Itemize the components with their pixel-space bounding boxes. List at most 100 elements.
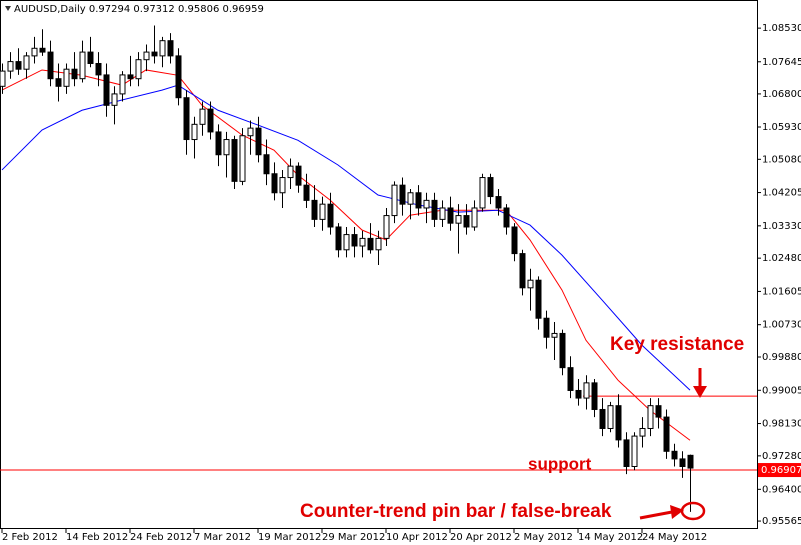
- candle-body: [231, 139, 238, 182]
- candle-body: [87, 51, 94, 64]
- candle-body: [543, 317, 550, 338]
- candle-body: [535, 279, 542, 319]
- candle-body: [47, 51, 54, 80]
- candle-body: [423, 199, 430, 209]
- x-tick-label: 24 May 2012: [642, 532, 707, 543]
- pin-bar-note: Counter-trend pin bar / false-break: [300, 501, 612, 522]
- candle-body: [135, 59, 142, 80]
- symbol-icon: [5, 6, 11, 11]
- candle-body: [415, 192, 422, 209]
- candle-body: [111, 93, 118, 106]
- candle-body: [39, 47, 46, 53]
- candle-body: [447, 207, 454, 224]
- candle-body: [215, 131, 222, 156]
- y-tick-label: 1.03330: [762, 221, 801, 232]
- candle-body: [311, 199, 318, 220]
- candle-body: [631, 435, 638, 468]
- candle-body: [287, 165, 294, 179]
- candle-body: [567, 367, 574, 391]
- candle-body: [15, 61, 22, 70]
- candle-body: [503, 207, 510, 228]
- arrow-shaft: [639, 510, 673, 520]
- candle-body: [319, 203, 326, 220]
- candle-body: [103, 74, 110, 106]
- x-tick-label: 2 Feb 2012: [2, 532, 58, 543]
- y-tick-label: 1.04205: [762, 188, 801, 199]
- pin-bar-circle: [680, 501, 706, 521]
- candle-body: [487, 177, 494, 198]
- candle-body: [79, 51, 86, 80]
- candle-body: [263, 154, 270, 175]
- candle-body: [0, 70, 6, 87]
- candle-body: [527, 279, 534, 289]
- candle-body: [335, 226, 342, 251]
- arrow-head: [693, 386, 707, 398]
- candle-body: [239, 135, 246, 182]
- candle-body: [591, 382, 598, 410]
- candle-body: [375, 237, 382, 251]
- candle-body: [159, 40, 166, 57]
- candle-body: [343, 234, 350, 251]
- candle-body: [55, 78, 62, 87]
- candle-body: [463, 215, 470, 228]
- candle-body: [183, 97, 190, 141]
- x-tick-label: 7 Mar 2012: [194, 532, 251, 543]
- candle-body: [71, 68, 78, 80]
- candle-body: [623, 439, 630, 468]
- support-note: support: [528, 454, 592, 473]
- candle-body: [199, 108, 206, 125]
- x-tick-label: 29 Mar 2012: [322, 532, 385, 543]
- candle-body: [439, 207, 446, 220]
- candle-body: [383, 215, 390, 239]
- arrow-head: [670, 505, 684, 519]
- x-tick-label: 19 Mar 2012: [258, 532, 321, 543]
- chart-title: AUDUSD,Daily 0.97294 0.97312 0.95806 0.9…: [14, 4, 264, 15]
- candle-body: [663, 416, 670, 452]
- candle-body: [575, 389, 582, 399]
- candle-body: [367, 237, 374, 251]
- candle-body: [7, 61, 14, 72]
- candle-body: [511, 226, 518, 255]
- candle-body: [647, 405, 654, 429]
- x-tick-label: 24 Feb 2012: [130, 532, 192, 543]
- y-tick-label: 0.96400: [762, 484, 801, 495]
- candle-body: [271, 173, 278, 194]
- candle-body: [607, 405, 614, 429]
- candle-body: [351, 234, 358, 247]
- price-label: 0.96907: [761, 465, 801, 476]
- candle-body: [615, 405, 622, 441]
- y-tick-label: 1.05930: [762, 122, 801, 133]
- y-tick-label: 1.01605: [762, 286, 801, 297]
- candle-body: [391, 184, 398, 217]
- candle-body: [303, 184, 310, 201]
- candle-body: [255, 127, 262, 156]
- candle-body: [583, 382, 590, 399]
- x-tick-label: 10 Apr 2012: [386, 532, 448, 543]
- y-tick-label: 0.98130: [762, 419, 801, 430]
- candle-body: [455, 215, 462, 224]
- y-tick-label: 0.97280: [762, 451, 801, 462]
- y-tick-label: 1.08530: [762, 23, 801, 34]
- y-tick-label: 0.95565: [762, 516, 801, 527]
- x-tick-label: 20 Apr 2012: [450, 532, 512, 543]
- y-tick-label: 1.05080: [762, 154, 801, 165]
- candle-body: [559, 332, 566, 369]
- candle-body: [639, 427, 646, 437]
- y-tick-label: 0.99880: [762, 352, 801, 363]
- resistance-note: Key resistance: [610, 334, 744, 355]
- candle-body: [471, 207, 478, 228]
- candle-body: [359, 237, 366, 247]
- candle-body: [143, 51, 150, 61]
- candle-body: [679, 458, 686, 468]
- candle-body: [431, 199, 438, 220]
- x-tick-label: 14 Feb 2012: [66, 532, 128, 543]
- candle-body: [127, 74, 134, 80]
- y-tick-label: 1.06800: [762, 89, 801, 100]
- y-tick-label: 1.07645: [762, 57, 801, 68]
- candle-body: [151, 51, 158, 57]
- candle-body: [191, 123, 198, 141]
- candle-body: [247, 127, 254, 137]
- candle-body: [519, 253, 526, 289]
- x-tick-label: 14 May 2012: [578, 532, 643, 543]
